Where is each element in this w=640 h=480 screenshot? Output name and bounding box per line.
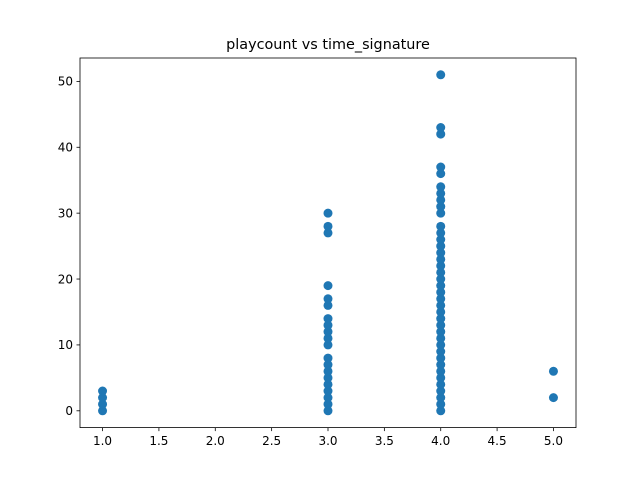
- x-tick-label: 1.5: [149, 434, 168, 448]
- data-point: [324, 222, 333, 231]
- x-tick-label: 4.5: [488, 434, 507, 448]
- data-point: [549, 367, 558, 376]
- data-point: [98, 387, 107, 396]
- data-point: [324, 354, 333, 363]
- x-axis: 1.0 1.5 2.0 2.5 3.0 3.5 4.0 4.5 5.0: [93, 428, 563, 449]
- x-tick-label: 1.0: [93, 434, 112, 448]
- x-tick-label: 3.0: [318, 434, 337, 448]
- chart-title: playcount vs time_signature: [226, 37, 430, 53]
- data-point: [324, 209, 333, 218]
- data-point: [436, 182, 445, 191]
- y-tick-label: 0: [65, 404, 73, 418]
- x-tick-label: 5.0: [544, 434, 563, 448]
- x-tick-label: 4.0: [431, 434, 450, 448]
- y-tick-label: 50: [58, 75, 73, 89]
- data-point: [436, 123, 445, 132]
- points-layer: [98, 70, 558, 415]
- y-tick-label: 20: [58, 272, 73, 286]
- x-tick-label: 3.5: [375, 434, 394, 448]
- data-point: [549, 393, 558, 402]
- data-point: [436, 70, 445, 79]
- x-tick-label: 2.0: [206, 434, 225, 448]
- data-point: [436, 163, 445, 172]
- y-tick-label: 10: [58, 338, 73, 352]
- data-point: [324, 281, 333, 290]
- y-tick-label: 40: [58, 141, 73, 155]
- data-point: [324, 314, 333, 323]
- x-tick-label: 2.5: [262, 434, 281, 448]
- y-axis: 0 10 20 30 40 50: [58, 75, 80, 418]
- data-point: [436, 222, 445, 231]
- y-tick-label: 30: [58, 206, 73, 220]
- data-point: [324, 294, 333, 303]
